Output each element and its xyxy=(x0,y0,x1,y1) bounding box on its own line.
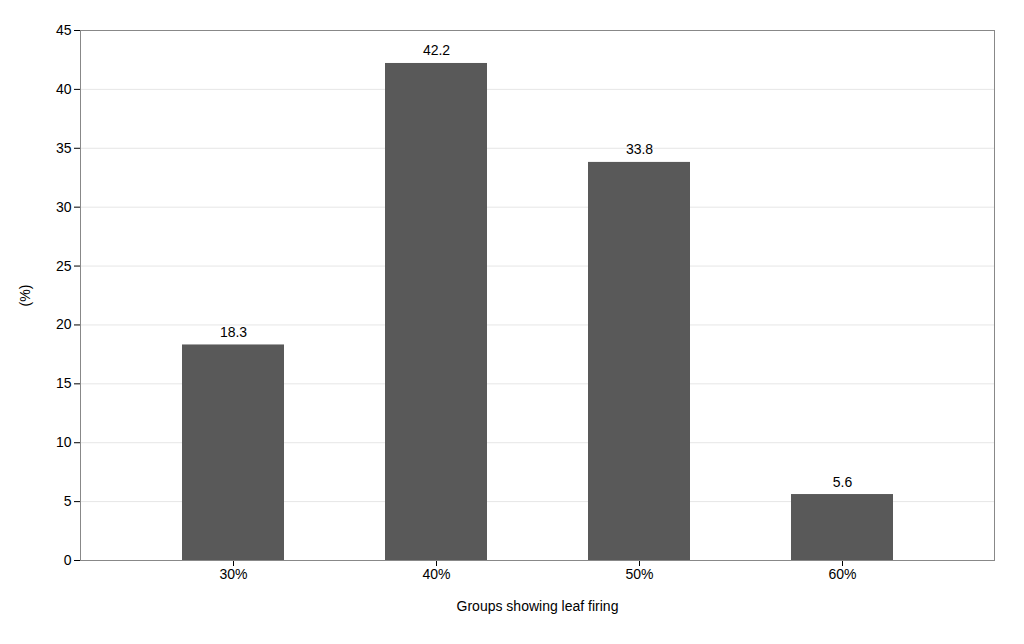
svg-text:10: 10 xyxy=(56,434,72,450)
svg-text:30%: 30% xyxy=(219,566,247,582)
svg-text:45: 45 xyxy=(56,22,72,38)
svg-text:5: 5 xyxy=(64,493,72,509)
svg-text:33.8: 33.8 xyxy=(626,141,653,157)
svg-text:60%: 60% xyxy=(828,566,856,582)
svg-text:0: 0 xyxy=(64,552,72,568)
svg-text:35: 35 xyxy=(56,140,72,156)
svg-text:(%): (%) xyxy=(17,285,33,307)
svg-text:40: 40 xyxy=(56,81,72,97)
svg-text:15: 15 xyxy=(56,375,72,391)
svg-text:5.6: 5.6 xyxy=(833,474,853,490)
svg-text:40%: 40% xyxy=(422,566,450,582)
svg-text:50%: 50% xyxy=(625,566,653,582)
svg-text:42.2: 42.2 xyxy=(423,42,450,58)
svg-text:30: 30 xyxy=(56,199,72,215)
svg-text:Groups showing leaf firing: Groups showing leaf firing xyxy=(457,598,619,614)
svg-text:20: 20 xyxy=(56,316,72,332)
svg-text:25: 25 xyxy=(56,258,72,274)
svg-text:18.3: 18.3 xyxy=(220,324,247,340)
